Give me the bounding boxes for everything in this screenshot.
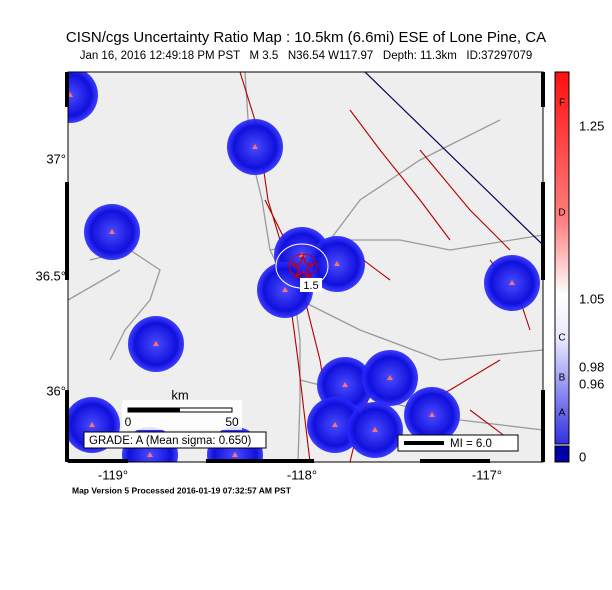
station bbox=[153, 341, 159, 346]
title: CISN/cgs Uncertainty Ratio Map : 10.5km … bbox=[66, 29, 546, 46]
grade: GRADE: A (Mean sigma: 0.650) bbox=[89, 435, 252, 447]
station bbox=[109, 229, 115, 234]
lon-label: -119° bbox=[98, 467, 128, 482]
colorbar-grade: B bbox=[559, 373, 566, 384]
scale-end: 50 bbox=[225, 415, 239, 429]
mi-legend: MI = 6.0 bbox=[450, 438, 492, 450]
colorbar-value: 1.05 bbox=[579, 291, 604, 306]
colorbar-grade: A bbox=[559, 408, 566, 419]
frame-ticks bbox=[65, 72, 545, 463]
colorbar-floor bbox=[554, 445, 570, 463]
colorbar-grade: D bbox=[558, 208, 565, 219]
epicenter bbox=[289, 253, 317, 280]
station bbox=[68, 92, 73, 97]
station bbox=[89, 422, 95, 427]
lon-label: -117° bbox=[472, 467, 502, 482]
station bbox=[282, 287, 288, 292]
subtitle: Jan 16, 2016 12:49:18 PM PST M 3.5 N36.5… bbox=[80, 50, 533, 62]
station bbox=[332, 422, 338, 427]
colorbar-value: 1.25 bbox=[579, 118, 604, 133]
contour-label: 1.5 bbox=[303, 280, 318, 292]
station bbox=[429, 412, 435, 417]
lat-label: 37° bbox=[46, 151, 66, 166]
station bbox=[387, 375, 393, 380]
contour-label-box bbox=[300, 278, 322, 292]
station bbox=[147, 452, 153, 457]
colorbar-value: 0.96 bbox=[579, 376, 604, 391]
scale-box bbox=[122, 400, 242, 430]
grade-box bbox=[83, 431, 267, 449]
colorbar-value: 0.98 bbox=[579, 359, 604, 374]
colorbar-grade: F bbox=[559, 98, 565, 109]
footer: Map Version 5 Processed 2016-01-19 07:32… bbox=[72, 485, 292, 495]
scale-unit: km bbox=[171, 387, 188, 402]
station bbox=[252, 144, 258, 149]
scale-start: 0 bbox=[125, 415, 132, 429]
lat-label: 36° bbox=[46, 383, 66, 398]
station bbox=[232, 452, 238, 457]
lon-label: -118° bbox=[287, 467, 317, 482]
scale-bar-segment bbox=[128, 408, 180, 412]
station bbox=[342, 382, 348, 387]
state-border bbox=[364, 72, 543, 246]
station bbox=[509, 280, 515, 285]
stations bbox=[68, 72, 540, 462]
station-area bbox=[68, 72, 98, 123]
lat-label: 36.5° bbox=[35, 268, 66, 283]
station bbox=[334, 261, 340, 266]
mi-legend-line bbox=[404, 441, 444, 445]
station bbox=[372, 427, 378, 432]
colorbar-grade: C bbox=[558, 333, 565, 344]
map-area: 1.5 GRADE: A (Mean sigma: 0.650) MI = 6.… bbox=[68, 72, 543, 462]
colorbar bbox=[554, 71, 570, 445]
colorbar-value: 0 bbox=[579, 449, 586, 464]
mi-legend-box bbox=[397, 434, 519, 452]
